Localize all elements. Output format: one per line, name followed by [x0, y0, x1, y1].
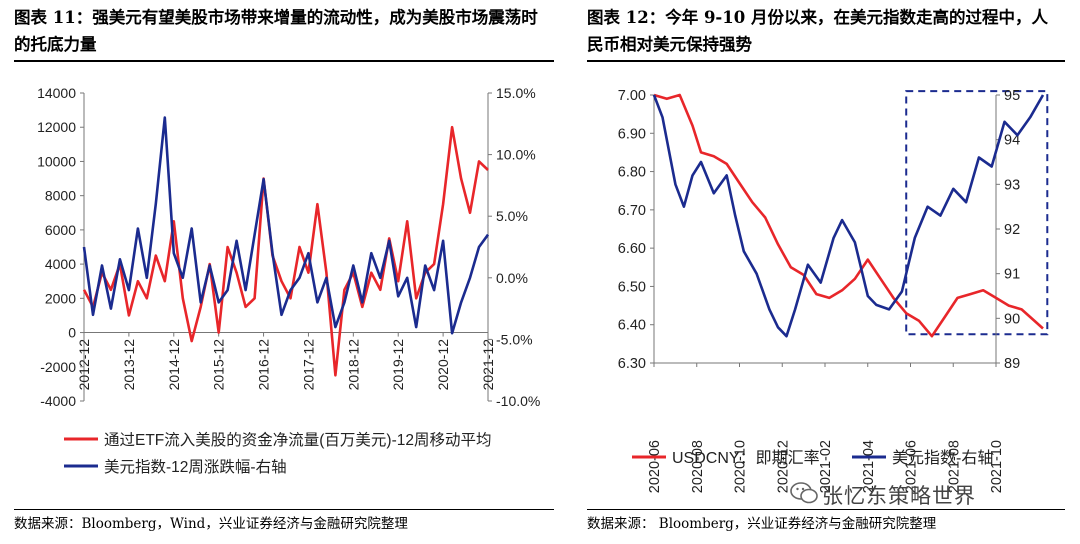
right-legend-label-1: USDCNY：即期汇率 [672, 449, 820, 467]
left-right-tick-label: -10.0% [496, 393, 540, 409]
right-chart-svg: 6.30 6.40 6.50 6.60 6.70 6.80 6.90 7.00 89 90 91 92… [618, 88, 1049, 493]
right-left-tick-label: 6.40 [618, 318, 646, 334]
left-series-line-1 [82, 125, 489, 377]
left-x-tick-label: 2016-12 [256, 339, 272, 391]
left-left-tick-label: 10000 [37, 153, 76, 169]
left-x-tick-label: 2021-12 [480, 339, 496, 391]
right-right-tick-label: 94 [1004, 133, 1020, 149]
left-left-tick-label: -4000 [40, 393, 76, 409]
right-left-tick-label: 7.00 [618, 88, 646, 104]
left-chart-title: 图表 11：强美元有望美股市场带来增量的流动性，成为美股市场震荡时的托底力量 [14, 8, 538, 54]
right-x-tick-label: 2020-10 [733, 440, 749, 493]
left-left-tick-label: 4000 [45, 256, 76, 272]
left-left-tick-label: 6000 [45, 222, 76, 238]
left-x-tick-label: 2014-12 [166, 339, 182, 391]
left-left-tick-label: 0 [68, 325, 76, 341]
left-source-note: 数据来源：Bloomberg，Wind，兴业证券经济与金融研究院整理 [14, 516, 408, 532]
left-right-tick-label: 10.0% [496, 147, 536, 163]
right-x-tick-label: 2021-04 [861, 440, 877, 493]
right-x-tick-label: 2021-06 [904, 440, 920, 493]
left-chart: -4000 -2000 0 2000 4000 6000 8000 10000 12000 140… [0, 62, 565, 507]
right-chart: 6.30 6.40 6.50 6.60 6.70 6.80 6.90 7.00 89 90 91 92… [575, 62, 1080, 507]
right-source-rule [587, 509, 1065, 510]
left-x-tick-label: 2015-12 [211, 339, 227, 391]
right-chart-title: 图表 12：今年 9-10 月份以来，在美元指数走高的过程中，人民币相对美元保持… [587, 8, 1048, 54]
right-x-tick-label: 2020-12 [775, 440, 791, 493]
left-right-tick-label: 0.0% [496, 270, 528, 286]
left-x-tick-label: 2020-12 [435, 339, 451, 391]
right-right-tick-label: 91 [1004, 267, 1020, 283]
right-series-line-2 [652, 94, 1045, 338]
right-right-tick-label: 93 [1004, 177, 1020, 193]
right-x-tick-label: 2021-10 [989, 440, 1005, 493]
right-left-tick-label: 6.30 [618, 356, 646, 372]
left-x-tick-label: 2019-12 [390, 339, 406, 391]
left-chart-svg: -4000 -2000 0 2000 4000 6000 8000 10000 12000 140… [37, 85, 540, 476]
left-left-tick-label: 8000 [45, 188, 76, 204]
right-right-tick-label: 89 [1004, 356, 1020, 372]
right-left-tick-label: 6.70 [618, 203, 646, 219]
right-right-tick-label: 90 [1004, 311, 1020, 327]
left-left-tick-label: 2000 [45, 290, 76, 306]
left-series-line-2 [82, 116, 490, 335]
left-x-tick-label: 2017-12 [300, 339, 316, 391]
left-right-tick-label: -5.0% [496, 331, 533, 347]
left-left-tick-label: 12000 [37, 119, 76, 135]
right-x-tick-label: 2020-08 [690, 440, 706, 493]
right-x-tick-label: 2021-08 [946, 440, 962, 493]
right-title-rule [587, 60, 1065, 62]
right-right-tick-label: 95 [1004, 88, 1020, 104]
left-x-tick-label: 2012-12 [76, 339, 92, 391]
left-legend-label-1: 通过ETF流入美股的资金净流量(百万美元)-12周移动平均 [104, 431, 492, 449]
wechat-icon [790, 482, 818, 504]
right-left-tick-label: 6.60 [618, 241, 646, 257]
right-x-tick-label: 2020-06 [647, 440, 663, 493]
right-source-note: 数据来源： Bloomberg，兴业证券经济与金融研究院整理 [587, 516, 937, 532]
left-x-tick-label: 2018-12 [345, 339, 361, 391]
left-left-tick-label: 14000 [37, 85, 76, 101]
watermark-text: 张忆东策略世界 [822, 484, 976, 508]
right-legend-label-2: 美元指数-右轴 [892, 449, 993, 467]
left-title-rule [14, 60, 554, 62]
right-series-line-1 [653, 93, 1044, 338]
left-source-rule [14, 509, 554, 510]
right-x-tick-label: 2021-02 [818, 440, 834, 493]
right-right-tick-label: 92 [1004, 222, 1020, 238]
left-left-tick-label: -2000 [40, 359, 76, 375]
right-left-tick-label: 6.90 [618, 126, 646, 142]
left-right-tick-label: 5.0% [496, 208, 528, 224]
right-highlight-box [905, 90, 1049, 336]
left-x-tick-label: 2013-12 [121, 339, 137, 391]
left-legend-label-2: 美元指数-12周涨跌幅-右轴 [104, 458, 287, 476]
left-right-tick-label: 15.0% [496, 85, 536, 101]
right-left-tick-label: 6.50 [618, 279, 646, 295]
right-left-tick-label: 6.80 [618, 165, 646, 181]
